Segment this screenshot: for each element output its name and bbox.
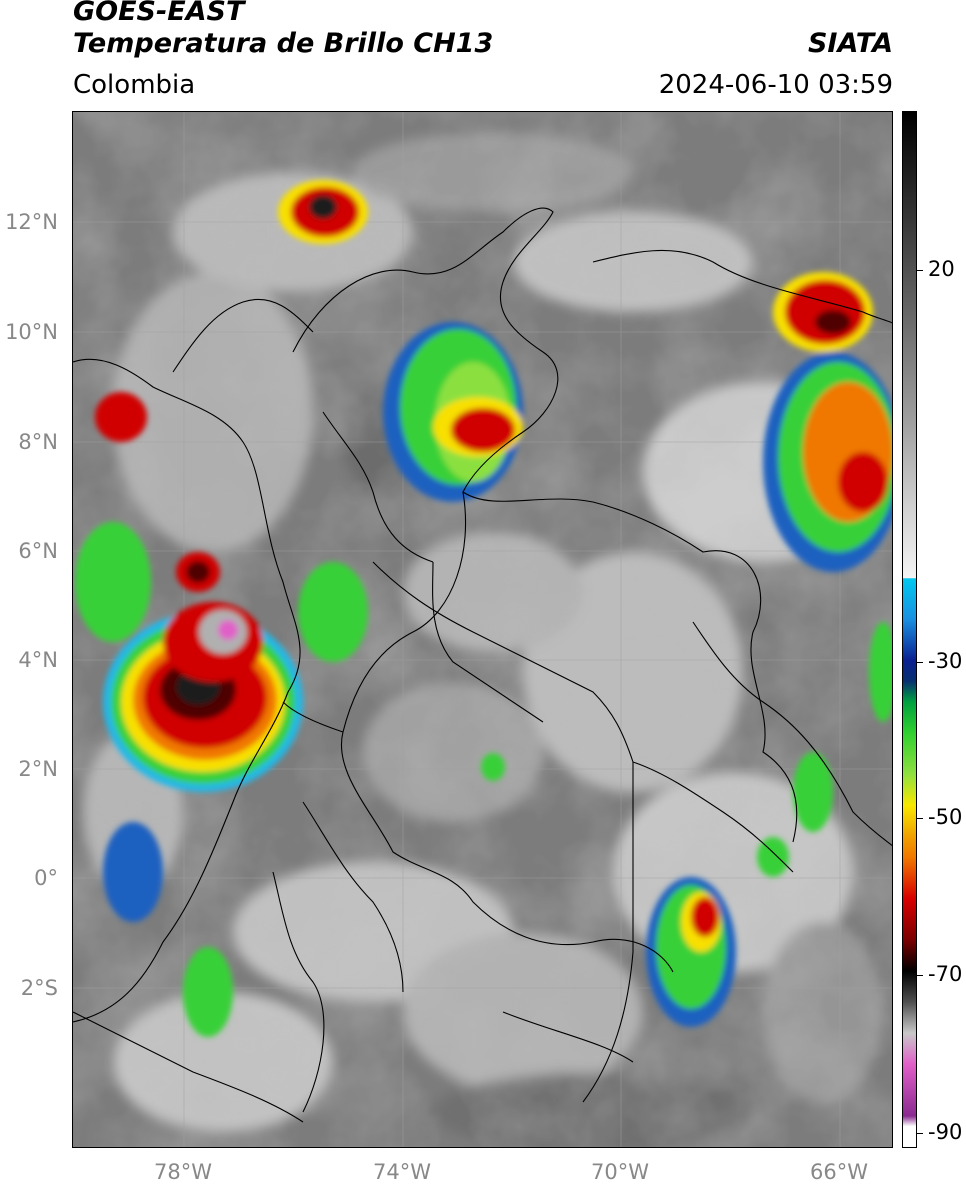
product-title: Temperatura de Brillo CH13 xyxy=(73,28,494,59)
lon-label: 74°W xyxy=(373,1160,431,1184)
storm-cells xyxy=(75,180,892,1037)
colorbar-tick: -90 xyxy=(928,1120,963,1144)
region-label: Colombia xyxy=(73,70,196,100)
colorbar-tick: -50 xyxy=(928,805,963,829)
lat-label: 12°N xyxy=(5,210,58,234)
lat-label: 4°N xyxy=(18,648,58,672)
colorbar-tick: 20 xyxy=(928,257,955,281)
lon-label: 70°W xyxy=(591,1160,649,1184)
lon-label: 78°W xyxy=(154,1160,212,1184)
lat-label: 0° xyxy=(34,866,58,890)
lon-label: 66°W xyxy=(810,1160,868,1184)
agency-label: SIATA xyxy=(807,28,893,59)
colorbar xyxy=(902,111,917,1148)
lat-label: 2°S xyxy=(20,976,58,1000)
colorbar-tick: -70 xyxy=(928,962,963,986)
satellite-map[interactable] xyxy=(72,111,893,1148)
lat-label: 6°N xyxy=(18,539,58,563)
colorbar-tick: -30 xyxy=(928,649,963,673)
lat-label: 8°N xyxy=(18,430,58,454)
lat-label: 2°N xyxy=(18,757,58,781)
datetime-label: 2024-06-10 03:59 xyxy=(658,70,893,100)
satellite-title: GOES-EAST xyxy=(73,0,245,27)
map-canvas xyxy=(73,112,892,1147)
lat-label: 10°N xyxy=(5,320,58,344)
borders xyxy=(73,207,892,1123)
